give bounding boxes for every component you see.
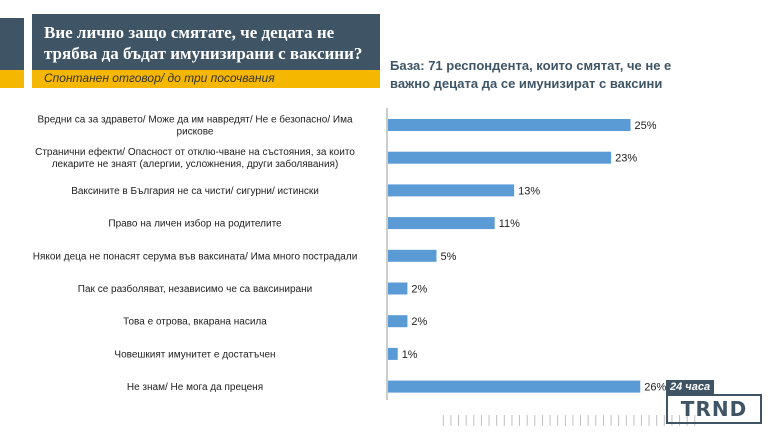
category-label-5: Някои деца не понасят серума във ваксина… <box>33 251 358 262</box>
category-label-2-line-2: лекарите не знаят (алергии, усложнения, … <box>52 158 339 170</box>
left-accent-stub <box>0 70 24 88</box>
category-label-6-line-1: Пак се разболяват, независимо че са вакс… <box>78 283 312 295</box>
category-label-8-line-1: Човешкият имунитет е достатъчен <box>114 349 275 360</box>
category-label-2: Странични ефекти/ Опасност от отклю-чван… <box>35 146 355 170</box>
left-accent-bar <box>0 18 24 70</box>
value-label-6: 2% <box>411 284 427 296</box>
bar-8 <box>388 347 398 360</box>
category-label-1-line-2: рискове <box>177 127 214 138</box>
category-label-9: Не знам/ Не мога да преценя <box>127 382 263 393</box>
bar-3 <box>388 184 515 197</box>
value-label-3: 13% <box>518 185 540 197</box>
chart-title-line-2: трябва да бъдат имунизирани с ваксини? <box>44 44 363 63</box>
category-label-7: Това е отрова, вкарана насила <box>123 317 267 328</box>
bar-1 <box>388 119 631 131</box>
value-label-7: 2% <box>411 316 427 328</box>
logo-trend-text: TRND <box>666 394 762 424</box>
value-label-5: 5% <box>441 251 457 263</box>
title-box: Вие лично защо смятате, че децата не тря… <box>32 14 380 70</box>
value-label-8: 1% <box>402 349 418 361</box>
chart-title-line-1: Вие лично защо смятате, че децата не <box>44 23 335 42</box>
chart-subtitle: Спонтанен отговор/ до три посочвания <box>32 70 380 88</box>
category-label-6: Пак се разболяват, независимо че са вакс… <box>78 283 312 295</box>
category-label-7-line-1: Това е отрова, вкарана насила <box>123 317 267 328</box>
category-label-3-line-1: Ваксините в България не са чисти/ сигурн… <box>71 186 319 197</box>
category-label-4: Право на личен избор на родителите <box>108 218 282 230</box>
category-label-2-line-1: Странични ефекти/ Опасност от отклю-чван… <box>35 146 355 158</box>
category-label-4-line-1: Право на личен избор на родителите <box>108 218 282 230</box>
value-label-4: 11% <box>499 218 520 230</box>
logo-24chasa-text: 24 часа <box>666 380 715 394</box>
bar-4 <box>388 217 495 230</box>
category-label-5-line-1: Някои деца не понасят серума във ваксина… <box>33 251 358 262</box>
value-label-9: 26% <box>644 382 666 394</box>
category-label-1-line-1: Вредни са за здравето/ Може да им навред… <box>37 114 352 126</box>
base-note-line-1: База: 71 респондента, които смятат, че н… <box>390 58 672 73</box>
base-note-line-2: важно децата да се имунизират с ваксини <box>390 76 663 91</box>
bar-5 <box>388 249 437 262</box>
trend-logo: 24 часа TRND <box>660 380 764 428</box>
bar-6 <box>388 282 408 295</box>
footer-tick-marks: |||||||||||||||||||||||||||||||||| <box>440 413 700 426</box>
base-note: База: 71 респондента, които смятат, че н… <box>390 57 720 93</box>
category-label-1: Вредни са за здравето/ Може да им навред… <box>37 114 352 138</box>
value-label-2: 23% <box>615 153 637 165</box>
bar-chart: 25% Вредни са за здравето/ Може да им нав… <box>33 108 666 400</box>
category-label-3: Ваксините в България не са чисти/ сигурн… <box>71 186 319 197</box>
bar-7 <box>388 315 408 328</box>
category-label-9-line-1: Не знам/ Не мога да преценя <box>127 382 263 393</box>
bar-2 <box>388 151 612 164</box>
bar-9 <box>388 380 641 393</box>
category-label-8: Човешкият имунитет е достатъчен <box>114 349 275 360</box>
value-label-1: 25% <box>635 120 657 132</box>
